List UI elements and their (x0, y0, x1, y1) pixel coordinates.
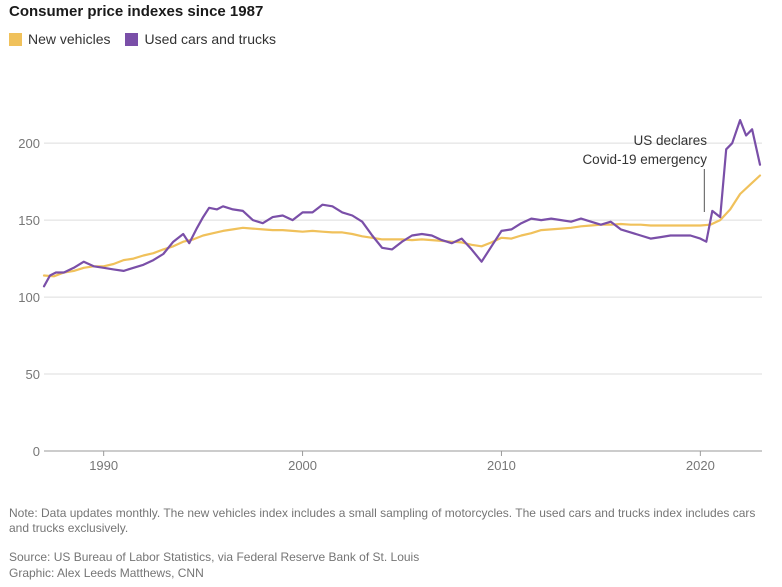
chart-title: Consumer price indexes since 1987 (9, 3, 264, 20)
chart-source-block: Source: US Bureau of Labor Statistics, v… (9, 549, 419, 581)
y-tick-label: 200 (18, 136, 40, 151)
x-tick-label: 2020 (686, 458, 715, 473)
y-tick-label: 0 (33, 444, 40, 459)
legend-swatch-new-vehicles (9, 32, 22, 46)
y-tick-label: 150 (18, 213, 40, 228)
annotation-text-line1: US declares (633, 133, 707, 148)
legend-label-new-vehicles: New vehicles (28, 31, 111, 47)
legend-swatch-used-cars (125, 32, 139, 46)
series-line-new-vehicles (42, 174, 762, 278)
x-tick-label: 2000 (288, 458, 317, 473)
x-tick-label: 1990 (89, 458, 118, 473)
legend-label-used-cars: Used cars and trucks (144, 31, 276, 47)
legend-item-used-cars: Used cars and trucks (125, 31, 276, 47)
y-tick-label: 100 (18, 290, 40, 305)
chart-credit: Graphic: Alex Leeds Matthews, CNN (9, 566, 204, 580)
series-line-used-cars (42, 119, 762, 288)
chart-source: Source: US Bureau of Labor Statistics, v… (9, 550, 420, 564)
chart-note: Note: Data updates monthly. The new vehi… (9, 506, 756, 535)
legend-item-new-vehicles: New vehicles (9, 31, 110, 47)
legend: New vehicles Used cars and trucks (9, 31, 291, 47)
x-tick-label: 2010 (487, 458, 516, 473)
line-chart: 0 50 100 150 200 1990 2000 2010 2020 US declares C… (18, 119, 762, 473)
y-tick-label: 50 (26, 367, 40, 382)
annotation-text-line2: Covid-19 emergency (582, 152, 707, 167)
